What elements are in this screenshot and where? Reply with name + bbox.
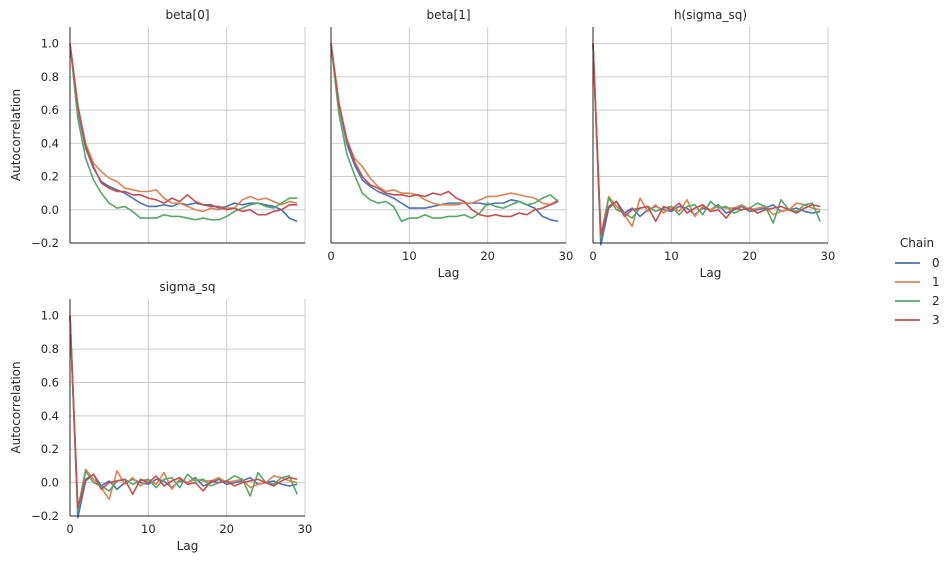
facet-panel-0: −0.2 0.0 0.2 0.4 0.6 0.8 1.0 beta[0] Autocorrela… [9, 8, 306, 250]
series-line-chain-3 [592, 43, 821, 236]
y-tick-label: 0.4 [41, 409, 59, 423]
y-tick-label: 0.6 [41, 103, 59, 117]
legend-label: 0 [932, 256, 940, 270]
x-tick-label: 10 [664, 249, 679, 263]
panel-title: sigma_sq [159, 280, 215, 294]
x-tick-label: 0 [589, 249, 596, 263]
x-tick-label: 30 [559, 249, 574, 263]
x-axis-label: Lag [177, 539, 199, 553]
y-tick-label: 0.8 [41, 342, 59, 356]
panel-title: beta[0] [165, 8, 209, 22]
y-tick-label: 0.0 [41, 476, 59, 490]
facet-panel-1: 0 10 20 30 beta[1] Lag [327, 8, 573, 280]
series-lines [592, 43, 821, 246]
grid [331, 27, 567, 244]
x-tick-label: 20 [480, 249, 495, 263]
legend-label: 3 [932, 313, 940, 327]
panel-title: beta[1] [426, 8, 470, 22]
series-lines [69, 315, 298, 519]
legend: Chain 0 1 2 3 [895, 236, 940, 327]
grid [70, 299, 306, 517]
series-line-chain-3 [330, 43, 559, 218]
x-tick-label: 10 [141, 522, 156, 536]
series-line-chain-1 [69, 43, 298, 213]
series-line-chain-1 [330, 43, 559, 206]
x-tick-label: 20 [219, 522, 234, 536]
series-line-chain-2 [69, 43, 298, 221]
x-axis-label: Lag [700, 266, 722, 280]
series-line-chain-0 [69, 43, 298, 223]
y-tick-label: 0.0 [41, 203, 59, 217]
facet-panel-3: −0.2 0.0 0.2 0.4 0.6 0.8 1.0 0 10 20 30 sigma_sq Lag… [9, 280, 312, 553]
x-tick-label: 30 [821, 249, 836, 263]
grid [70, 27, 306, 244]
panel-title: h(sigma_sq) [674, 8, 747, 22]
x-tick-label: 0 [66, 522, 73, 536]
y-tick-label: 0.6 [41, 375, 59, 389]
series-line-chain-2 [330, 43, 559, 223]
x-tick-label: 30 [298, 522, 313, 536]
y-tick-label: 0.8 [41, 70, 59, 84]
facet-panel-2: 0 10 20 30 h(sigma_sq) Lag [589, 8, 835, 280]
y-tick-label: −0.2 [31, 236, 59, 250]
y-tick-label: 1.0 [41, 309, 59, 323]
x-axis-label: Lag [438, 266, 460, 280]
series-lines [69, 43, 298, 223]
legend-label: 2 [932, 294, 940, 308]
y-tick-label: 0.4 [41, 136, 59, 150]
legend-title: Chain [900, 236, 934, 250]
x-tick-label: 10 [402, 249, 417, 263]
y-tick-label: −0.2 [31, 509, 59, 523]
legend-label: 1 [932, 275, 940, 289]
y-tick-label: 1.0 [41, 37, 59, 51]
series-line-chain-3 [69, 43, 298, 216]
y-tick-label: 0.2 [41, 170, 59, 184]
y-axis-label: Autocorrelation [9, 361, 23, 453]
y-tick-label: 0.2 [41, 442, 59, 456]
x-tick-label: 20 [742, 249, 757, 263]
x-tick-label: 0 [327, 249, 334, 263]
series-line-chain-3 [69, 315, 298, 509]
y-axis-label: Autocorrelation [9, 89, 23, 181]
series-lines [330, 43, 559, 223]
